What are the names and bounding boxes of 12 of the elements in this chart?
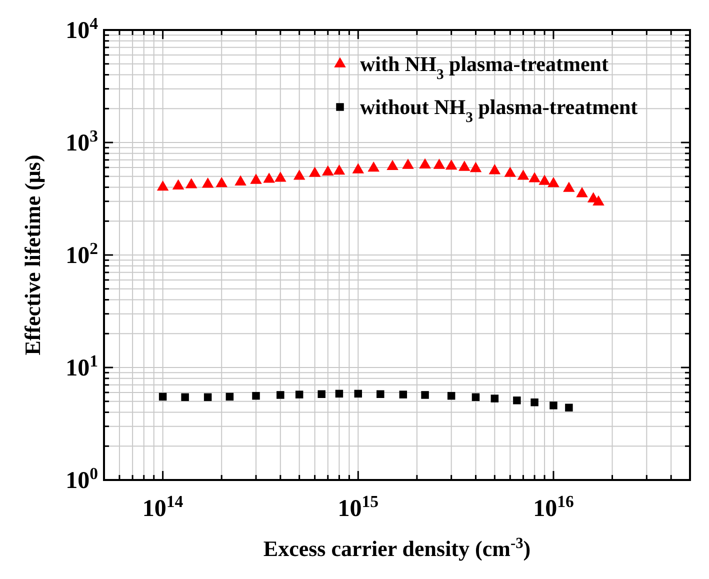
y-tick-label: 10$^{1}$	[66, 351, 98, 382]
x-tick-label: 10$^{14}$	[142, 492, 184, 522]
y-axis-title: Effective lifetime (μs)	[20, 154, 45, 356]
x-axis-title: Excess carrier density (cm$^{-3}$)	[263, 534, 531, 561]
y-tick-label: 10$^{0}$	[66, 464, 98, 494]
y-tick-label: 10$^{2}$	[66, 238, 98, 269]
y-tick-label: 10$^{3}$	[66, 126, 98, 156]
legend-label: with NH$_{3}$ plasma-treatment	[360, 52, 608, 83]
y-tick-label: 10$^{4}$	[66, 14, 99, 44]
x-tick-label: 10$^{15}$	[338, 492, 379, 522]
x-tick-label: 10$^{16}$	[533, 492, 574, 522]
legend-label: without NH$_{3}$ plasma-treatment	[360, 95, 638, 126]
